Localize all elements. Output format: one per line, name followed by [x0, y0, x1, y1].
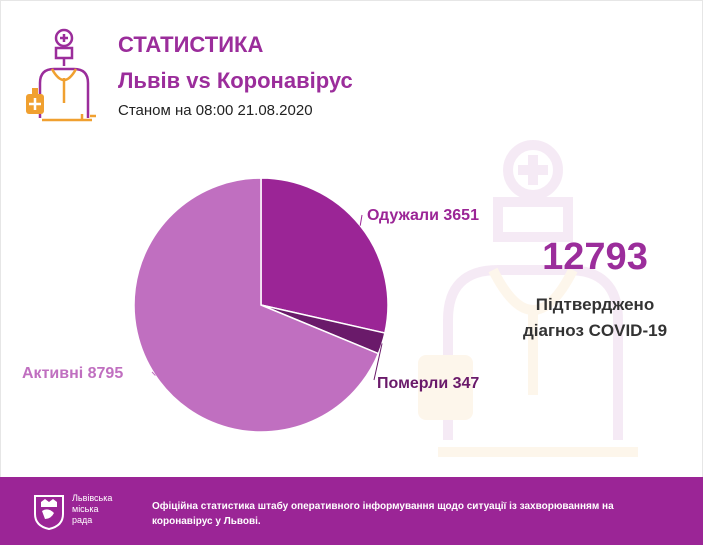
lviv-city-council-logo-icon — [34, 495, 64, 531]
city-name-line1: Львівська — [72, 493, 113, 503]
pie-chart: Одужали 3651 Померли 347 Активні 8795 — [22, 177, 479, 433]
page-title: СТАТИСТИКА — [118, 32, 264, 57]
total-confirmed-label: Підтверджено діагноз COVID-19 — [500, 292, 690, 344]
pie-slice-recovered — [260, 177, 389, 334]
page-subtitle: Львів vs Коронавірус — [118, 68, 353, 93]
city-name-line2: міська — [72, 504, 99, 514]
total-label-line1: Підтверджено — [535, 295, 655, 314]
footer-bar: Львівська міська рада Офіційна статистик… — [0, 477, 703, 545]
city-council-name: Львівська міська рада — [72, 493, 112, 526]
doctor-logo-icon — [26, 28, 96, 122]
slice-label-active: Активні 8795 — [22, 365, 123, 382]
pie-slices — [133, 177, 389, 433]
leader-line-recovered — [359, 214, 363, 226]
slice-label-deaths: Померли 347 — [377, 375, 479, 392]
report-date: Станом на 08:00 21.08.2020 — [118, 102, 313, 119]
background-doctor-icon — [418, 140, 638, 457]
pie-leader-lines — [151, 214, 383, 381]
footer-description: Офіційна статистика штабу оперативного і… — [152, 501, 614, 527]
city-name-line3: рада — [72, 515, 93, 525]
leader-line-deaths — [373, 343, 383, 381]
total-label-line2: діагноз COVID-19 — [522, 321, 668, 340]
slice-label-recovered: Одужали 3651 — [367, 207, 479, 224]
pie-slice-active — [133, 177, 380, 433]
total-confirmed-value: 12793 — [542, 236, 648, 278]
leader-line-active — [151, 371, 156, 376]
